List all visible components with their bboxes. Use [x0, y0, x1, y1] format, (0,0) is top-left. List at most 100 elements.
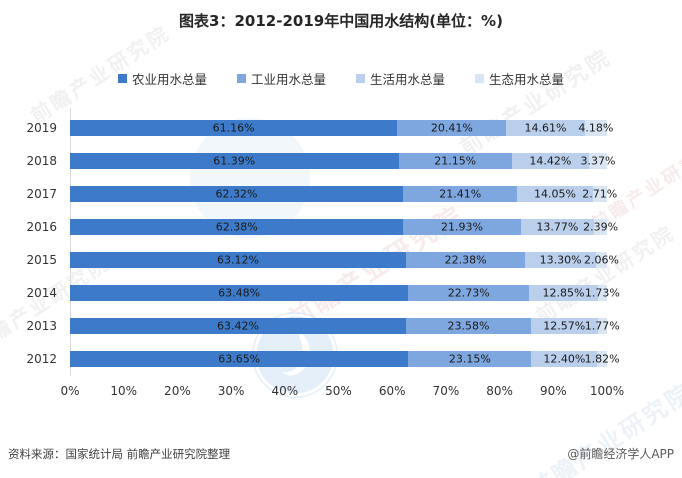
bar-value-label: 62.38% [215, 220, 258, 234]
bar-row: 2017 62.32% 21.41% 14.05% 2.71% [26, 186, 617, 202]
bar-value-label: 21.93% [441, 220, 483, 234]
bar-value-label: 13.30% [539, 253, 582, 267]
bar-segment: 63.42% [70, 318, 407, 334]
year-label: 2012 [26, 352, 57, 366]
bar-segment: 20.41% [397, 120, 507, 136]
bar-segment: 12.40% [531, 351, 598, 367]
year-label: 2017 [26, 187, 57, 201]
bar-value-label: 12.40% [543, 352, 586, 366]
bar-value-label: 21.15% [434, 154, 477, 168]
legend-item: 生活用水总量 [356, 69, 445, 88]
bar-value-label: 2.39% [583, 220, 619, 234]
bar-segment: 12.57% [530, 318, 598, 334]
bar-value-label: 22.38% [444, 253, 487, 267]
x-tick-label: 10% [110, 384, 138, 398]
bar-value-label: 14.05% [533, 187, 576, 201]
bar-segment: 63.48% [70, 285, 409, 301]
footer: 资料来源：国家统计局 前瞻产业研究院整理 @前瞻经济学人APP [8, 445, 674, 462]
bar-segment: 63.12% [70, 252, 407, 268]
year-label: 2019 [26, 121, 57, 135]
bar-value-label: 21.41% [439, 187, 482, 201]
legend-swatch-icon [236, 74, 246, 83]
bar-segment: 62.38% [70, 219, 404, 235]
bar-segment: 14.61% [506, 120, 585, 136]
bar-value-label: 63.12% [217, 253, 260, 267]
x-tick-label: 0% [60, 384, 80, 398]
bar-value-label: 2.71% [582, 187, 618, 201]
bar-value-label: 14.42% [529, 154, 572, 168]
bar-segment: 1.73% [585, 285, 620, 301]
bar-row: 2019 61.16% 20.41% 14.61% 4.18% [26, 120, 613, 136]
legend-item: 生态用水总量 [475, 69, 564, 88]
bar-segment: 2.06% [584, 252, 619, 268]
bar-value-label: 61.16% [212, 121, 255, 135]
x-tick-label: 40% [271, 384, 299, 398]
bar-segment: 21.15% [398, 153, 512, 169]
bar-row: 2014 63.48% 22.73% 12.85% 1.73% [26, 285, 620, 301]
bar-segment: 63.65% [70, 351, 409, 367]
bar-segment: 23.15% [408, 351, 532, 367]
bar-segment: 14.42% [511, 153, 589, 169]
year-label: 2015 [26, 253, 57, 267]
x-tick-label: 100% [589, 384, 625, 398]
bar-value-label: 20.41% [430, 121, 473, 135]
legend-label: 工业用水总量 [250, 72, 326, 87]
bar-value-label: 14.61% [524, 121, 567, 135]
bar-segment: 14.05% [517, 186, 593, 202]
bar-segment: 1.77% [585, 318, 620, 334]
x-tick-label: 30% [217, 384, 245, 398]
bar-value-label: 13.77% [536, 220, 579, 234]
bar-segment: 21.41% [403, 186, 518, 202]
bar-segment: 23.58% [406, 318, 531, 334]
bar-row: 2012 63.65% 23.15% 12.40% 1.82% [26, 351, 620, 367]
bar-value-label: 63.48% [218, 286, 261, 300]
bar-segment: 12.85% [529, 285, 598, 301]
x-tick-label: 90% [539, 384, 567, 398]
bar-value-label: 63.65% [218, 352, 261, 366]
bar-value-label: 12.85% [542, 286, 585, 300]
bar-value-label: 23.15% [448, 352, 491, 366]
bar-segment: 1.82% [585, 351, 620, 367]
bar-value-label: 63.42% [217, 319, 259, 333]
bar-segment: 22.73% [408, 285, 530, 301]
bar-value-label: 23.58% [447, 319, 490, 333]
brand-text: @前瞻经济学人APP [567, 447, 674, 461]
bar-row: 2016 62.38% 21.93% 13.77% 2.39% [26, 219, 618, 235]
bar-row: 2018 61.39% 21.15% 14.42% 3.37% [26, 153, 615, 169]
bar-row: 2015 63.12% 22.38% 13.30% 2.06% [26, 252, 619, 268]
legend-item: 工业用水总量 [236, 69, 326, 88]
bar-value-label: 3.37% [580, 154, 616, 168]
x-tick-label: 50% [325, 384, 352, 398]
y-axis-line [70, 108, 71, 376]
bar-segment: 2.39% [583, 219, 618, 235]
bar-segment: 61.16% [70, 120, 398, 136]
bar-segment: 21.93% [403, 219, 521, 235]
x-tick-label: 80% [486, 384, 513, 398]
year-label: 2013 [26, 319, 57, 333]
legend-label: 生态用水总量 [489, 72, 565, 87]
bar-value-label: 1.82% [584, 352, 620, 366]
x-tick-label: 70% [432, 384, 460, 398]
legend-item: 农业用水总量 [117, 69, 207, 88]
year-label: 2016 [26, 220, 57, 234]
x-axis: 0% 10% 20% 30% 40% 50% 60% 70% 80% 90% 100% [60, 384, 624, 400]
x-tick-label: 60% [378, 384, 406, 398]
bar-value-label: 22.73% [447, 286, 490, 300]
bar-segment: 13.77% [520, 219, 595, 235]
bar-value-label: 61.39% [213, 154, 256, 168]
chart-title: 图表3：2012-2019年中国用水结构(单位：%) [179, 12, 503, 30]
legend-label: 生活用水总量 [370, 72, 446, 87]
bar-value-label: 1.77% [584, 319, 620, 333]
bar-value-label: 1.73% [584, 286, 620, 300]
chart-legend: 农业用水总量 工业用水总量 生活用水总量 生态用水总量 [0, 69, 682, 88]
legend-swatch-icon [475, 74, 485, 83]
bar-segment: 22.38% [406, 252, 526, 268]
bar-segment: 4.18% [578, 120, 613, 136]
bar-value-label: 4.18% [578, 121, 614, 135]
year-label: 2018 [26, 154, 57, 168]
bar-segment: 62.32% [70, 186, 404, 202]
legend-label: 农业用水总量 [131, 72, 207, 87]
bar-segment: 13.30% [525, 252, 596, 268]
x-tick-label: 20% [164, 384, 191, 398]
